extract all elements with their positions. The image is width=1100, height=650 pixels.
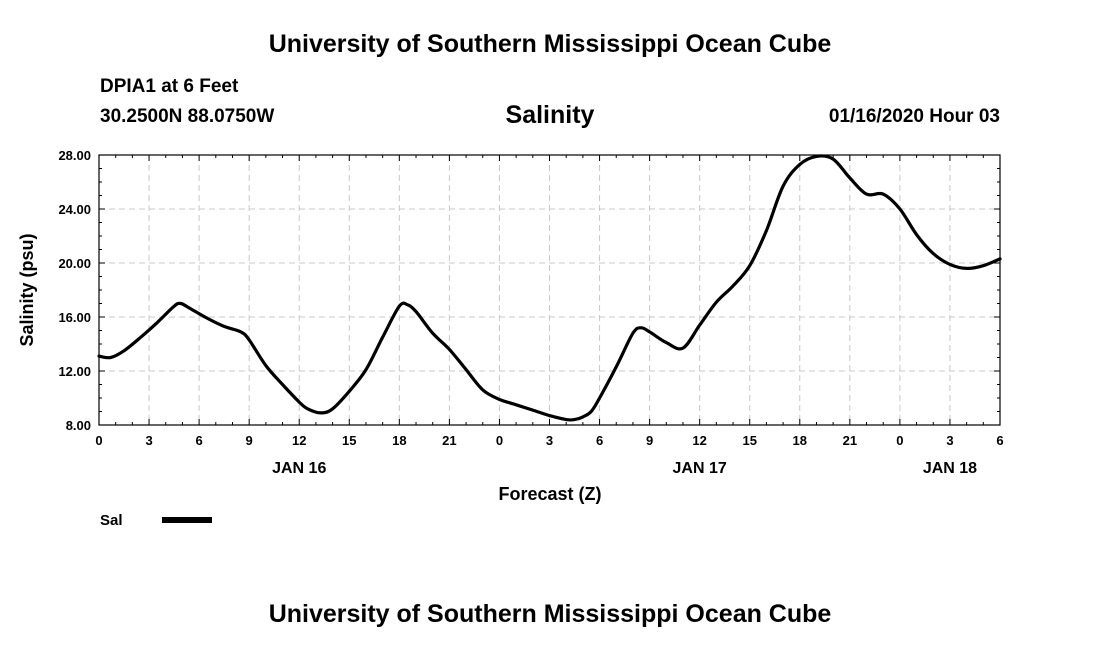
station-label: DPIA1 at 6 Feet — [100, 76, 239, 97]
coordinates-label: 30.2500N 88.0750W — [100, 106, 275, 127]
y-tick-label: 16.00 — [58, 310, 91, 325]
chart-main-title: University of Southern Mississippi Ocean… — [268, 30, 832, 58]
x-tick-label: 0 — [95, 433, 102, 448]
x-tick-label: 18 — [793, 433, 807, 448]
x-tick-label: 3 — [946, 433, 953, 448]
y-tick-label: 20.00 — [58, 256, 91, 271]
x-tick-label: 21 — [442, 433, 456, 448]
parameter-title: Salinity — [505, 101, 595, 129]
x-tick-label: 18 — [392, 433, 406, 448]
date-label: JAN 18 — [923, 460, 977, 477]
y-tick-label: 24.00 — [58, 202, 91, 217]
x-tick-label: 15 — [742, 433, 756, 448]
x-tick-label: 12 — [692, 433, 706, 448]
date-label: JAN 16 — [272, 460, 326, 477]
y-tick-label: 12.00 — [58, 364, 91, 379]
series-line-sal — [97, 154, 1002, 422]
x-tick-label: 3 — [145, 433, 152, 448]
x-tick-label: 12 — [292, 433, 306, 448]
x-tick-label: 6 — [195, 433, 202, 448]
x-tick-label: 9 — [646, 433, 653, 448]
x-axis-title: Forecast (Z) — [498, 484, 601, 504]
chart-footer-title: University of Southern Mississippi Ocean… — [268, 600, 832, 628]
x-tick-label: 21 — [843, 433, 857, 448]
x-tick-label: 3 — [546, 433, 553, 448]
y-axis-title: Salinity (psu) — [17, 233, 37, 346]
x-tick-label: 0 — [496, 433, 503, 448]
forecast-datetime: 01/16/2020 Hour 03 — [828, 106, 1000, 127]
x-tick-label: 6 — [596, 433, 603, 448]
x-tick-label: 6 — [996, 433, 1003, 448]
y-tick-label: 28.00 — [58, 148, 91, 163]
x-tick-label: 15 — [342, 433, 356, 448]
y-tick-label: 8.00 — [66, 418, 91, 433]
date-label: JAN 17 — [673, 460, 727, 477]
x-tick-label: 9 — [246, 433, 253, 448]
x-tick-label: 0 — [896, 433, 903, 448]
legend-label: Sal — [100, 512, 123, 529]
